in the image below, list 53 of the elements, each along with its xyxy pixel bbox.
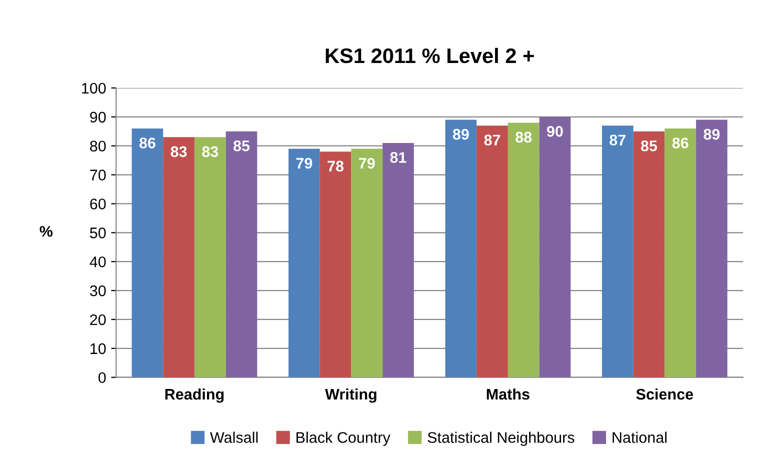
data-label: 87 — [610, 134, 626, 146]
data-label: 83 — [170, 146, 187, 158]
data-label: 87 — [484, 134, 500, 146]
y-tick-label: 10 — [90, 343, 106, 354]
y-tick-label: 50 — [90, 228, 106, 238]
bar — [132, 128, 164, 378]
bar — [320, 152, 352, 378]
bar — [664, 128, 696, 378]
data-label: 86 — [139, 138, 156, 148]
y-tick-label: 60 — [90, 198, 106, 210]
legend-label: Statistical Neighbours — [428, 432, 574, 446]
bar — [508, 122, 540, 378]
bar — [445, 120, 477, 378]
data-label: 78 — [328, 160, 344, 172]
bar — [288, 148, 320, 378]
data-label: 89 — [704, 128, 720, 140]
data-label: 79 — [296, 158, 312, 169]
y-tick-label: 80 — [90, 140, 106, 152]
bar — [633, 131, 665, 378]
data-label: 81 — [390, 152, 406, 163]
y-tick-label: 30 — [90, 285, 106, 296]
bar — [163, 137, 194, 378]
y-axis-title: % — [40, 226, 53, 237]
y-tick-label: 20 — [90, 314, 106, 326]
bar — [602, 126, 634, 378]
data-label: 88 — [516, 132, 532, 143]
data-label: 83 — [202, 146, 218, 158]
bar — [539, 116, 571, 378]
y-tick-label: 70 — [90, 170, 106, 180]
x-tick-label: Reading — [165, 388, 224, 403]
data-label: 79 — [359, 158, 375, 169]
data-label: 85 — [233, 140, 250, 152]
x-tick-label: Maths — [486, 388, 530, 400]
y-tick-label: 90 — [90, 112, 106, 123]
legend-label: National — [612, 432, 666, 443]
bar — [226, 131, 258, 378]
x-tick-label: Science — [636, 388, 694, 400]
data-label: 86 — [672, 138, 688, 148]
y-tick-label: 100 — [82, 82, 106, 94]
legend-label: Walsall — [210, 432, 258, 443]
chart-title: KS1 2011 % Level 2 + — [326, 48, 534, 64]
legend-label: Black Country — [296, 432, 390, 446]
bar — [382, 142, 414, 378]
bar — [476, 126, 508, 378]
y-tick-label: 0 — [98, 372, 106, 384]
x-tick-label: Writing — [325, 388, 376, 403]
bar — [194, 137, 226, 378]
y-tick-label: 40 — [90, 256, 106, 268]
bar — [696, 120, 728, 378]
data-label: 89 — [452, 128, 469, 140]
bar — [351, 148, 383, 378]
data-label: 90 — [546, 126, 563, 137]
data-label: 85 — [640, 140, 658, 152]
